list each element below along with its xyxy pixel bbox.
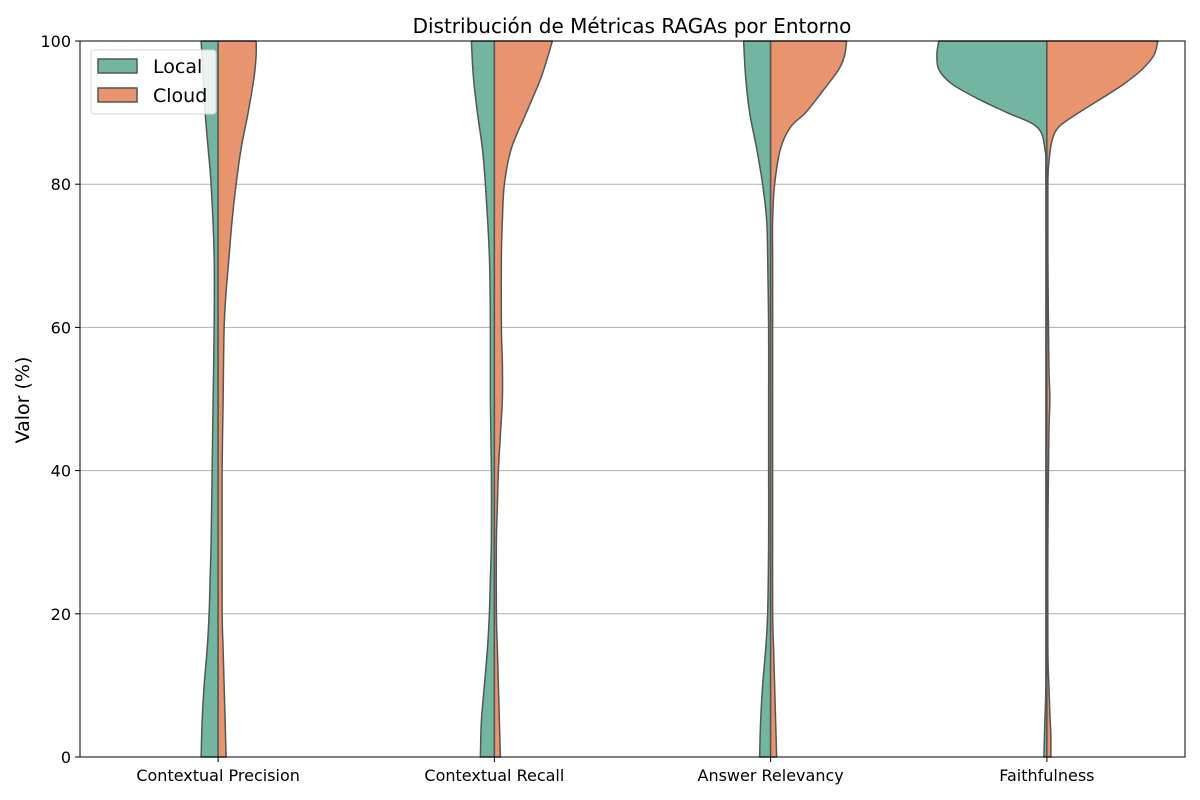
violins bbox=[200, 40, 1159, 758]
legend-swatch-cloud bbox=[97, 87, 138, 103]
violin-local-answer-relevancy bbox=[742, 40, 772, 758]
legend: Local Cloud bbox=[90, 49, 217, 115]
x-tick-label: Contextual Recall bbox=[424, 766, 564, 785]
y-tick-label: 0 bbox=[61, 748, 71, 767]
violin-local-contextual-recall bbox=[470, 40, 496, 758]
grid-lines bbox=[80, 183, 1185, 615]
x-tick-label: Faithfulness bbox=[999, 766, 1094, 785]
violin-cloud-answer-relevancy bbox=[769, 40, 848, 758]
chart-title: Distribución de Métricas RAGAs por Entor… bbox=[413, 14, 852, 38]
legend-label-local: Local bbox=[153, 56, 202, 78]
y-axis-ticks: 0 20 40 60 80 100 bbox=[40, 32, 80, 767]
y-tick-label: 80 bbox=[51, 175, 71, 194]
x-tick-label: Contextual Precision bbox=[136, 766, 300, 785]
x-tick-label: Answer Relevancy bbox=[698, 766, 844, 785]
violin-local-contextual-precision bbox=[200, 40, 219, 758]
y-tick-label: 60 bbox=[51, 318, 71, 337]
plot-frame bbox=[79, 40, 1186, 758]
legend-swatch-local bbox=[97, 58, 138, 74]
y-tick-label: 40 bbox=[51, 462, 71, 481]
x-axis-ticks: Contextual Precision Contextual Recall Ans… bbox=[136, 757, 1095, 785]
y-tick-label: 20 bbox=[51, 605, 71, 624]
violin-local-faithfulness bbox=[936, 40, 1048, 758]
legend-label-cloud: Cloud bbox=[153, 85, 207, 107]
violin-cloud-contextual-recall bbox=[493, 40, 554, 758]
violin-cloud-contextual-precision bbox=[217, 40, 258, 758]
y-axis-label: Valor (%) bbox=[12, 357, 34, 444]
violin-cloud-faithfulness bbox=[1046, 40, 1159, 758]
y-tick-label: 100 bbox=[40, 32, 71, 51]
